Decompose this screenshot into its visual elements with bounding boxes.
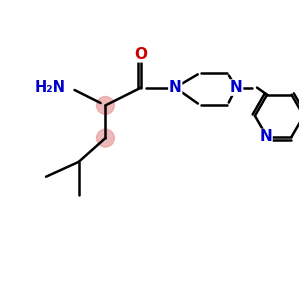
Text: H₂N: H₂N bbox=[34, 80, 65, 95]
Text: N: N bbox=[230, 80, 243, 95]
Text: N: N bbox=[259, 129, 272, 144]
Text: N: N bbox=[169, 80, 182, 95]
Circle shape bbox=[97, 129, 114, 147]
Circle shape bbox=[97, 97, 114, 114]
Text: O: O bbox=[135, 47, 148, 62]
